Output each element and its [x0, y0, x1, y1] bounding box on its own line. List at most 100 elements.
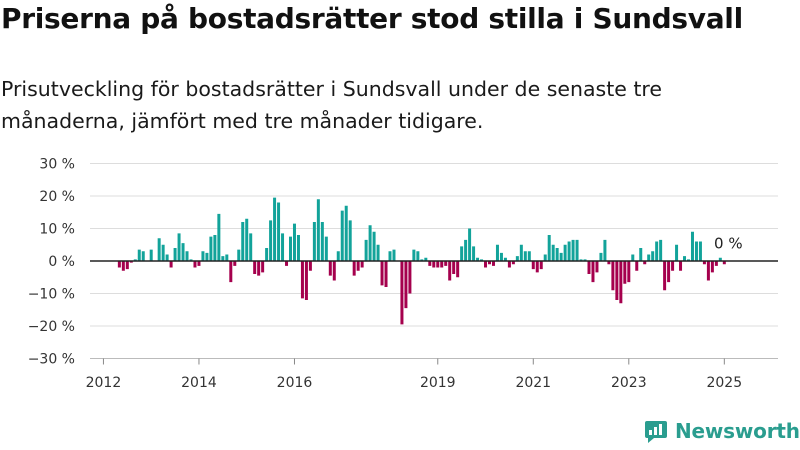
- bar: [511, 261, 515, 265]
- bar: [400, 261, 404, 325]
- bar: [539, 261, 543, 270]
- bar: [209, 236, 213, 262]
- bar: [503, 257, 507, 261]
- bar: [412, 249, 416, 262]
- bar: [149, 249, 153, 262]
- x-tick-label: 2021: [515, 375, 551, 391]
- bar: [169, 261, 173, 268]
- bar: [635, 261, 639, 271]
- bar: [675, 244, 679, 261]
- bar: [161, 244, 165, 261]
- bar: [687, 259, 690, 262]
- bar: [229, 261, 233, 283]
- brand-logo: Newsworthy: [643, 418, 800, 444]
- x-tick-label: 2019: [420, 375, 456, 391]
- bar: [392, 249, 396, 262]
- bar: [468, 228, 472, 261]
- bar: [121, 261, 125, 271]
- bar: [424, 257, 428, 261]
- bar: [376, 244, 380, 261]
- bar: [233, 261, 237, 266]
- bar: [420, 259, 424, 262]
- bar: [217, 213, 221, 262]
- bar: [368, 225, 372, 261]
- bar: [436, 261, 440, 268]
- bar: [643, 261, 647, 265]
- bar: [225, 254, 229, 261]
- bar: [527, 251, 531, 261]
- bar: [312, 222, 316, 261]
- bar: [364, 239, 368, 262]
- bar: [456, 261, 460, 278]
- bar: [488, 261, 491, 265]
- bar: [655, 241, 659, 261]
- bar: [623, 261, 627, 284]
- chart-title: Priserna på bostadsrätter stod stilla i …: [1, 2, 743, 35]
- bar: [340, 210, 344, 262]
- bar: [324, 236, 328, 262]
- bar: [193, 261, 197, 268]
- bar: [304, 261, 308, 300]
- bar: [296, 235, 300, 261]
- bar: [718, 257, 722, 261]
- bar: [531, 261, 535, 270]
- bar: [177, 233, 181, 262]
- bar: [404, 261, 408, 309]
- bar: [563, 244, 567, 261]
- bar: [671, 261, 675, 271]
- bar: [277, 202, 281, 261]
- bar: [452, 261, 456, 274]
- bar: [448, 261, 452, 281]
- y-tick-label: 20 %: [39, 189, 75, 205]
- bar: [567, 241, 571, 261]
- bar: [683, 256, 687, 262]
- bar: [328, 261, 332, 276]
- y-tick-label: −10 %: [28, 287, 75, 303]
- bar: [547, 235, 551, 261]
- y-axis-tick-labels: 30 % 20 % 10 % 0 % −10 % −20 % −30 %: [28, 157, 75, 368]
- bar: [241, 222, 245, 261]
- x-tick-label: 2023: [611, 375, 647, 391]
- bar: [515, 256, 519, 262]
- bar: [237, 249, 241, 262]
- bar: [249, 233, 253, 262]
- bar: [213, 235, 217, 261]
- bar: [571, 239, 575, 262]
- bar: [133, 259, 137, 262]
- bar: [639, 248, 643, 261]
- bar: [698, 241, 702, 261]
- bar: [332, 261, 336, 281]
- newsworthy-logo-icon: [645, 421, 667, 443]
- bar: [125, 261, 129, 270]
- x-tick-label: 2012: [86, 375, 122, 391]
- bar: [464, 239, 468, 262]
- bar: [619, 261, 623, 304]
- bar: [348, 220, 352, 262]
- bar: [388, 251, 392, 261]
- brand-name: Newsworthy: [675, 419, 800, 443]
- x-axis-ticks: 2012 2014 2016 2019 2021 2023 2025: [86, 358, 778, 391]
- bar: [694, 241, 698, 261]
- bar: [476, 257, 480, 261]
- bar: [607, 261, 611, 265]
- y-tick-label: −20 %: [28, 319, 75, 335]
- bar: [543, 254, 547, 261]
- bar: [384, 261, 388, 287]
- bar: [444, 261, 448, 266]
- bar: [710, 261, 714, 273]
- bar: [320, 222, 324, 261]
- bar: [253, 261, 257, 274]
- bar: [360, 261, 364, 268]
- bar: [603, 239, 607, 262]
- bar: [667, 261, 671, 283]
- bar: [117, 261, 121, 268]
- bar: [336, 251, 340, 261]
- bar: [316, 199, 320, 261]
- latest-value-annotation: 0 %: [714, 234, 743, 252]
- bar: [173, 248, 177, 261]
- y-tick-label: 30 %: [39, 157, 75, 173]
- bar: [647, 254, 651, 261]
- bar: [137, 249, 141, 262]
- bar: [344, 205, 348, 261]
- bar: [157, 238, 161, 261]
